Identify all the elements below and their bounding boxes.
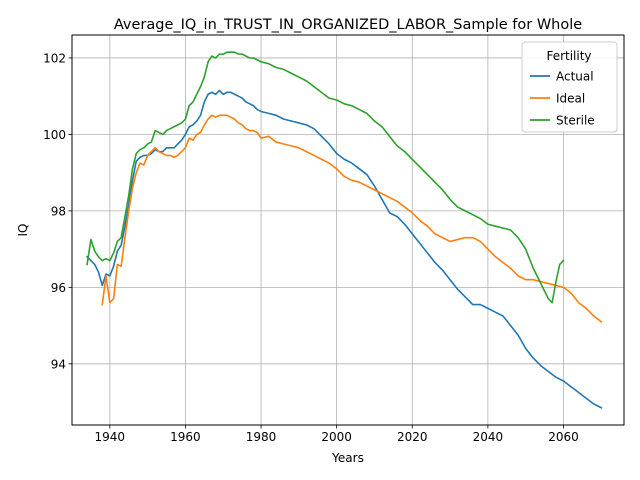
- legend-label-actual: Actual: [556, 70, 594, 84]
- chart-title: Average_IQ_in_TRUST_IN_ORGANIZED_LABOR_S…: [114, 17, 582, 33]
- series-group: [85, 51, 603, 409]
- x-axis-label: Years: [331, 451, 364, 465]
- y-tick-label: 100: [43, 128, 66, 142]
- x-tick-label: 2060: [548, 430, 579, 444]
- x-tick-label: 2040: [473, 430, 504, 444]
- series-line-ideal: [101, 114, 603, 323]
- grid: [72, 35, 624, 425]
- legend-title: Fertility: [546, 49, 591, 63]
- legend-label-ideal: Ideal: [556, 92, 585, 106]
- y-tick-label: 94: [51, 357, 66, 371]
- y-axis-ticks: 94 96 98 100 102: [43, 51, 72, 371]
- x-tick-label: 1980: [246, 430, 277, 444]
- y-axis-label: IQ: [16, 224, 30, 237]
- x-tick-label: 2000: [321, 430, 352, 444]
- y-tick-label: 98: [51, 204, 66, 218]
- series-line-sterile: [86, 51, 565, 304]
- y-tick-label: 102: [43, 51, 66, 65]
- x-tick-label: 2020: [397, 430, 428, 444]
- x-tick-label: 1940: [95, 430, 126, 444]
- legend: Fertility Actual Ideal Sterile: [521, 41, 618, 133]
- x-axis-ticks: 1940 1960 1980 2000 2020 2040 2060: [95, 425, 579, 444]
- plot-frame: [71, 34, 625, 426]
- y-tick-label: 96: [51, 281, 66, 295]
- legend-box: [521, 41, 618, 133]
- x-tick-label: 1960: [170, 430, 201, 444]
- legend-label-sterile: Sterile: [556, 114, 595, 128]
